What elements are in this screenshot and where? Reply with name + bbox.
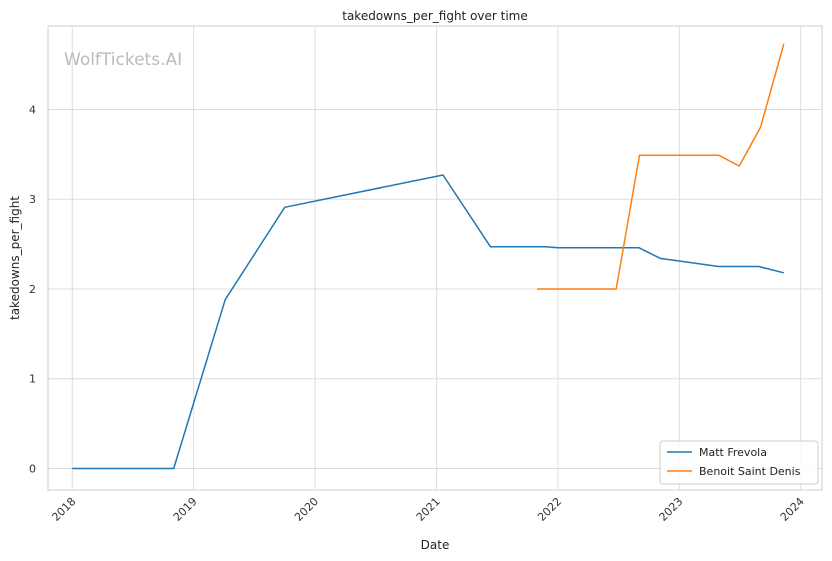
grid (48, 26, 822, 490)
x-tick-label: 2022 (535, 495, 564, 524)
series-layer (72, 43, 785, 470)
legend: Matt Frevola Benoit Saint Denis (659, 440, 819, 485)
watermark: WolfTickets.AI (64, 50, 182, 70)
y-tick-label: 0 (29, 462, 36, 475)
y-axis-label: takedowns_per_fight (8, 196, 22, 320)
y-tick-label: 4 (29, 103, 36, 116)
x-tick-label: 2021 (414, 495, 443, 524)
y-tick-label: 3 (29, 193, 36, 206)
legend-label-matt-frevola: Matt Frevola (699, 446, 767, 459)
y-tick-label: 2 (29, 283, 36, 296)
x-tick-label: 2024 (778, 495, 807, 524)
x-tick-label: 2020 (292, 495, 321, 524)
x-axis-label: Date (421, 538, 450, 552)
series-line-benoit-saint-denis (537, 43, 785, 290)
legend-box (659, 440, 819, 485)
legend-label-benoit-saint-denis: Benoit Saint Denis (699, 465, 801, 478)
x-tick-label: 2019 (171, 495, 200, 524)
chart-title: takedowns_per_fight over time (342, 9, 528, 23)
plot-area (47, 25, 823, 491)
x-tick-label: 2018 (49, 495, 78, 524)
series-line-matt-frevola (72, 174, 784, 470)
y-tick-label: 1 (29, 373, 36, 386)
x-tick-label: 2023 (656, 495, 685, 524)
